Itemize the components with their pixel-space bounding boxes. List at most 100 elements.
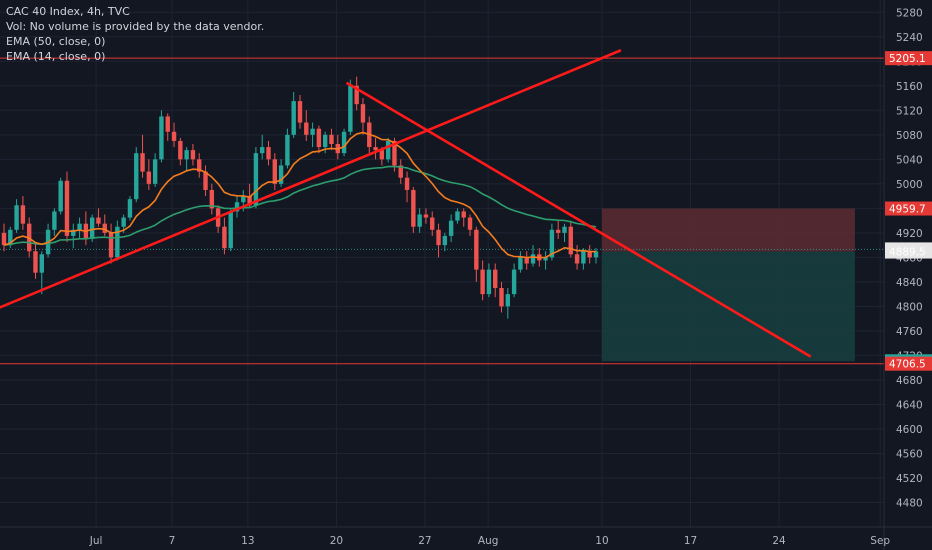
candle-body <box>209 189 215 209</box>
y-tick-label: 4840 <box>896 277 923 289</box>
candle-body <box>203 171 208 190</box>
y-tick-label: 4680 <box>896 375 923 387</box>
candle-body <box>360 104 366 123</box>
candles <box>1 76 599 319</box>
y-tick-label: 4920 <box>896 228 923 240</box>
candle-body <box>467 217 473 230</box>
candle-body <box>253 153 259 206</box>
x-tick-label: 20 <box>330 535 343 547</box>
ema50-label: EMA (50, close, 0) <box>6 35 106 48</box>
candle-body <box>178 140 183 160</box>
x-tick-label: Aug <box>478 535 499 547</box>
y-tick-label: 5000 <box>896 179 923 191</box>
candle-body <box>228 211 233 249</box>
candle-body <box>461 211 466 218</box>
candle-body <box>423 214 429 218</box>
price-tag: 4959.7 <box>885 201 932 216</box>
candle-body <box>511 269 517 295</box>
candle-body <box>52 211 57 230</box>
candle-body <box>165 116 170 132</box>
candle-body <box>385 140 391 160</box>
candle-body <box>411 189 416 227</box>
candle-body <box>505 294 511 307</box>
candle-body <box>14 205 19 230</box>
price-tag-bg <box>885 356 932 371</box>
price-tag-text: 4706.5 <box>889 359 926 371</box>
candle-body <box>291 101 296 135</box>
candle-body <box>297 101 303 123</box>
y-tick-label: 5080 <box>896 130 923 142</box>
candle-body <box>480 269 485 295</box>
candle-body <box>58 180 63 212</box>
candle-body <box>241 196 246 203</box>
candle-body <box>96 217 101 224</box>
candle-body <box>348 85 353 132</box>
candle-body <box>392 140 397 166</box>
chart-legend: CAC 40 Index, 4h, TVC Vol: No volume is … <box>6 4 264 64</box>
candle-body <box>518 257 523 270</box>
candle-body <box>486 269 492 295</box>
trendline <box>0 49 622 309</box>
candle-body <box>247 196 252 206</box>
candle-body <box>587 251 592 258</box>
candle-body <box>417 214 422 227</box>
candle-body <box>159 116 164 160</box>
candle-body <box>404 177 410 190</box>
candle-body <box>524 257 529 264</box>
candle-body <box>127 199 133 218</box>
ema50-line <box>3 165 597 246</box>
chart-title: CAC 40 Index, 4h, TVC <box>6 5 130 18</box>
y-tick-label: 4560 <box>896 448 923 460</box>
trendlines <box>0 49 812 358</box>
candle-body <box>555 229 561 233</box>
candle-body <box>102 223 107 233</box>
candle-body <box>272 159 277 184</box>
y-tick-label: 5280 <box>896 7 923 19</box>
x-tick-label: 27 <box>418 535 431 547</box>
price-tag: 4889.5 <box>885 244 932 259</box>
ema-lines <box>3 131 597 259</box>
candle-body <box>581 251 586 264</box>
candle-body <box>234 202 240 212</box>
candle-body <box>398 165 403 178</box>
x-tick-label: 13 <box>241 535 254 547</box>
candle-body <box>574 254 580 264</box>
candle-body <box>341 131 347 154</box>
candle-body <box>448 220 454 236</box>
candle-body <box>108 232 114 258</box>
candle-body <box>568 226 573 255</box>
candle-body <box>71 229 76 236</box>
y-tick-label: 4600 <box>896 424 923 436</box>
candle-body <box>197 159 202 172</box>
candle-body <box>20 205 26 224</box>
candle-body <box>222 226 227 249</box>
candle-body <box>285 134 290 166</box>
candle-body <box>379 150 385 160</box>
position-zones <box>601 208 855 362</box>
x-tick-label: 7 <box>169 535 176 547</box>
candle-body <box>89 217 95 239</box>
ema14-label: EMA (14, close, 0) <box>6 50 106 63</box>
candle-body <box>354 85 359 105</box>
candle-body <box>310 128 315 135</box>
candle-body <box>77 223 82 230</box>
x-tick-label: Jul <box>89 535 103 547</box>
candle-body <box>329 134 334 145</box>
candle-body <box>146 171 152 184</box>
candle-body <box>499 288 504 307</box>
candle-body <box>64 180 70 236</box>
candle-body <box>39 254 44 273</box>
price-tag: 4706.5 <box>885 356 932 371</box>
y-tick-label: 4520 <box>896 473 923 485</box>
y-tick-label: 5040 <box>896 154 923 166</box>
candle-body <box>121 217 126 227</box>
stop-loss-zone <box>601 208 855 252</box>
horizontal-levels <box>0 57 884 365</box>
candle-body <box>562 226 567 233</box>
candle-body <box>278 165 284 184</box>
candle-body <box>260 147 265 154</box>
candle-body <box>322 134 328 148</box>
y-tick-label: 5120 <box>896 105 923 117</box>
